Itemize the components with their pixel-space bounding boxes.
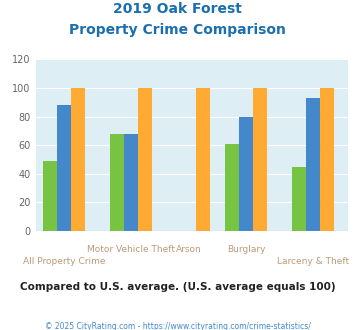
- Bar: [124, 134, 138, 231]
- Bar: [225, 144, 239, 231]
- Text: Burglary: Burglary: [226, 245, 265, 254]
- Text: © 2025 CityRating.com - https://www.cityrating.com/crime-statistics/: © 2025 CityRating.com - https://www.city…: [45, 322, 310, 330]
- Bar: [110, 134, 124, 231]
- Text: Larceny & Theft: Larceny & Theft: [277, 257, 349, 266]
- Bar: [43, 161, 57, 231]
- Bar: [57, 105, 71, 231]
- Bar: [196, 88, 209, 231]
- Bar: [306, 98, 320, 231]
- Text: Arson: Arson: [176, 245, 201, 254]
- Bar: [239, 116, 253, 231]
- Text: Motor Vehicle Theft: Motor Vehicle Theft: [87, 245, 175, 254]
- Bar: [71, 88, 85, 231]
- Text: Compared to U.S. average. (U.S. average equals 100): Compared to U.S. average. (U.S. average …: [20, 282, 335, 292]
- Bar: [320, 88, 334, 231]
- Text: Property Crime Comparison: Property Crime Comparison: [69, 23, 286, 37]
- Bar: [253, 88, 267, 231]
- Bar: [292, 167, 306, 231]
- Text: All Property Crime: All Property Crime: [23, 257, 105, 266]
- Bar: [138, 88, 152, 231]
- Text: 2019 Oak Forest: 2019 Oak Forest: [113, 2, 242, 16]
